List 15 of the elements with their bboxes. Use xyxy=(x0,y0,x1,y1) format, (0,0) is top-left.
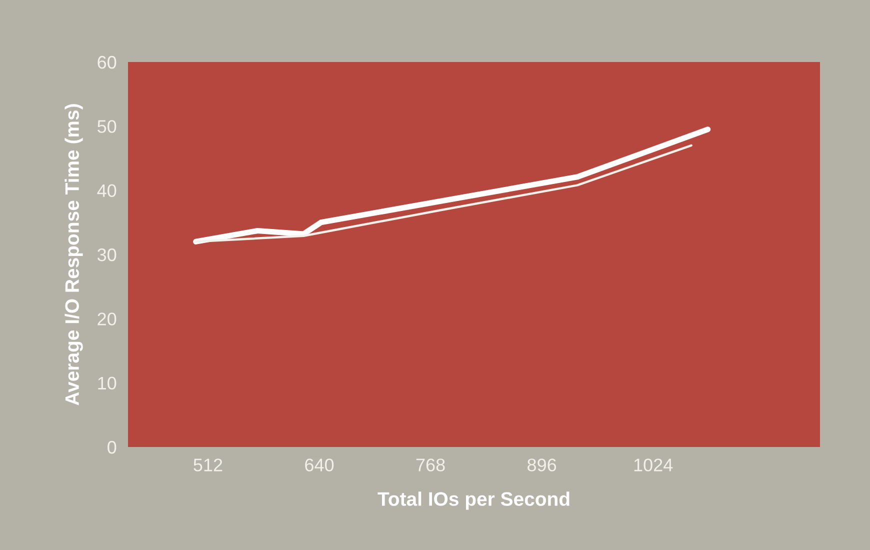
y-tick-label: 40 xyxy=(97,184,116,198)
x-tick-label: 512 xyxy=(194,458,222,472)
x-tick-label: 896 xyxy=(528,458,556,472)
y-tick-label: 50 xyxy=(98,120,116,133)
x-tick-label: 640 xyxy=(305,458,334,472)
x-axis-title: Total IOs per Second xyxy=(378,492,570,510)
y-tick-label: 60 xyxy=(98,56,116,69)
x-tick-label: 1024 xyxy=(634,458,673,472)
x-tick-label: 768 xyxy=(416,458,445,472)
line-series xyxy=(194,144,692,243)
y-tick-label: 20 xyxy=(98,312,116,326)
y-axis-title: Average I/O Response Time (ms) xyxy=(64,104,83,406)
y-tick-label: 30 xyxy=(97,248,116,262)
y-tick-label: 0 xyxy=(108,440,116,454)
y-tick-label: 10 xyxy=(98,376,116,390)
